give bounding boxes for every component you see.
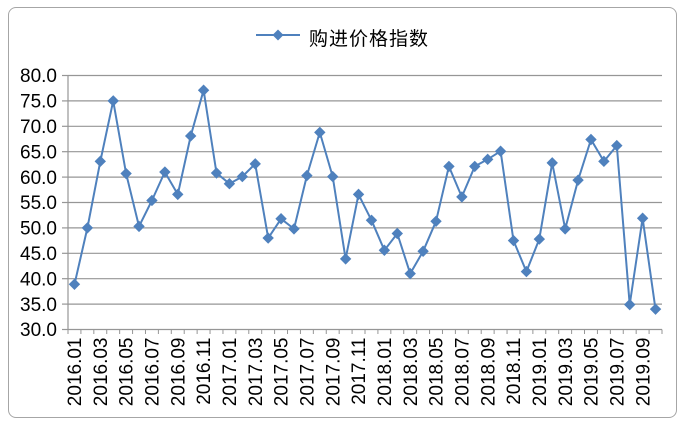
x-tick-label: 2019.05 (582, 338, 603, 407)
data-point-marker (314, 126, 326, 139)
y-tick-label: 75.0 (20, 92, 57, 113)
x-tick-label: 2019.09 (633, 338, 654, 407)
data-point-marker (404, 267, 416, 280)
data-point-marker (443, 160, 455, 173)
data-point-marker (636, 212, 649, 224)
data-point-marker (481, 153, 494, 166)
data-point-marker (572, 174, 584, 186)
x-tick-label: 2016.03 (91, 338, 112, 407)
y-tick-label: 50.0 (20, 219, 57, 240)
data-point-marker (288, 223, 300, 235)
x-tick-label: 2018.03 (401, 338, 422, 407)
x-tick-label: 2019.03 (556, 338, 577, 407)
data-point-marker (94, 155, 106, 168)
data-point-marker (223, 177, 236, 190)
y-tick-label: 70.0 (20, 117, 57, 138)
x-tick-label: 2018.01 (375, 338, 396, 407)
x-tick-label: 2016.07 (143, 338, 164, 407)
data-point-marker (365, 214, 378, 226)
x-tick-label: 2017.07 (298, 338, 319, 407)
x-tick-label: 2018.05 (427, 338, 448, 407)
data-point-marker (146, 194, 158, 207)
data-point-marker (352, 188, 365, 201)
x-tick-label: 2016.01 (65, 338, 86, 407)
data-point-marker (262, 232, 274, 244)
legend-marker-icon (255, 28, 300, 47)
data-point-marker (430, 215, 442, 228)
data-point-marker (184, 130, 197, 142)
legend-diamond-icon (272, 29, 284, 41)
x-tick-label: 2017.09 (323, 338, 344, 407)
data-point-marker (533, 233, 546, 245)
legend: 购进价格指数 (0, 24, 685, 51)
data-point-marker (417, 245, 429, 257)
data-point-marker (120, 167, 132, 180)
y-tick-label: 45.0 (20, 244, 57, 265)
x-tick-label: 2018.09 (478, 338, 499, 407)
x-tick-label: 2018.07 (452, 338, 473, 407)
x-tick-label: 2019.07 (607, 338, 628, 407)
data-point-marker (172, 188, 184, 201)
data-point-marker (249, 158, 261, 170)
y-tick-label: 55.0 (20, 193, 57, 214)
data-point-marker (559, 223, 571, 235)
data-point-marker (81, 222, 94, 234)
x-tick-label: 2018.11 (504, 338, 525, 405)
data-point-marker (585, 133, 597, 146)
data-point-marker (520, 265, 533, 278)
data-point-marker (327, 170, 339, 183)
data-point-marker (133, 220, 145, 233)
y-tick-label: 80.0 (20, 66, 57, 87)
y-tick-label: 60.0 (20, 168, 57, 189)
y-tick-label: 30.0 (20, 320, 57, 341)
data-point-marker (494, 145, 507, 157)
x-tick-label: 2019.01 (530, 338, 551, 407)
data-point-marker (197, 84, 210, 96)
x-tick-label: 2017.05 (272, 338, 293, 407)
data-point-marker (339, 253, 352, 265)
x-tick-label: 2016.09 (168, 338, 189, 407)
data-point-marker (159, 166, 171, 178)
data-point-marker (275, 213, 287, 225)
y-tick-label: 40.0 (20, 269, 57, 290)
data-point-marker (107, 95, 119, 107)
x-tick-label: 2016.05 (117, 338, 138, 407)
data-point-marker (624, 298, 636, 311)
data-point-marker (546, 157, 558, 169)
data-point-marker (378, 244, 391, 256)
y-tick-label: 65.0 (20, 142, 57, 163)
data-point-marker (469, 160, 481, 173)
series-line (73, 89, 657, 311)
legend-label: 购进价格指数 (308, 29, 429, 50)
data-point-marker (68, 278, 81, 290)
data-point-marker (456, 191, 468, 203)
data-point-marker (598, 155, 610, 168)
data-point-marker (236, 170, 249, 183)
data-point-marker (507, 234, 520, 247)
data-point-marker (611, 139, 623, 152)
data-point-marker (210, 167, 223, 179)
data-point-marker (649, 303, 662, 315)
x-tick-label: 2017.11 (349, 338, 370, 405)
x-tick-label: 2016.11 (194, 338, 215, 405)
legend-line-icon (255, 29, 300, 41)
x-tick-label: 2017.03 (246, 338, 267, 407)
data-point-marker (391, 227, 403, 240)
x-tick-label: 2017.01 (220, 338, 241, 407)
data-point-marker (301, 169, 313, 182)
y-tick-label: 35.0 (20, 295, 57, 316)
